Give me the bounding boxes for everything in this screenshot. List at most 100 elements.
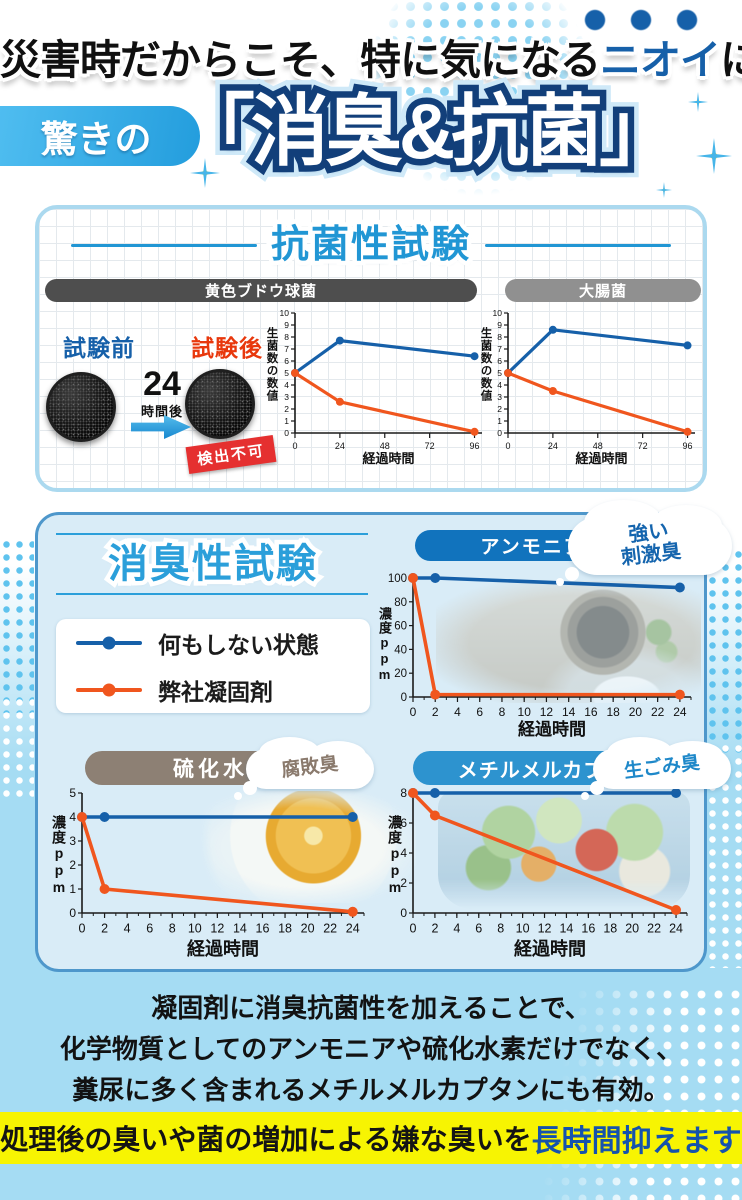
svg-text:経過時間: 経過時間 <box>362 451 414 466</box>
svg-text:5: 5 <box>497 368 502 378</box>
svg-text:経過時間: 経過時間 <box>518 719 586 739</box>
svg-text:10: 10 <box>493 308 503 318</box>
summary-line-1: 凝固剤に消臭抗菌性を加えることで、 <box>151 993 591 1023</box>
svg-text:7: 7 <box>284 344 289 354</box>
headline-part-2: にも <box>720 37 742 83</box>
svg-text:3: 3 <box>497 392 502 402</box>
svg-text:6: 6 <box>476 705 483 719</box>
title-rule-right <box>485 243 672 247</box>
staph-label-pill: 黄色ブドウ球菌 <box>45 279 477 302</box>
svg-text:2: 2 <box>432 705 439 719</box>
svg-text:24: 24 <box>346 922 360 936</box>
svg-text:20: 20 <box>629 705 643 719</box>
antibacterial-test-card: 抗菌性試験 抗菌性試験 黄色ブドウ球菌 大腸菌 試験前 試験後 24 時間後 検出… <box>35 205 707 492</box>
svg-text:20: 20 <box>625 922 639 936</box>
deodorizing-title-rule-top <box>56 533 368 535</box>
antibacterial-title-row: 抗菌性試験 抗菌性試験 <box>71 220 672 271</box>
antibacterial-title-outline: 抗菌性試験 <box>266 220 473 271</box>
staph-label: 黄色ブドウ球菌 <box>204 283 317 300</box>
svg-text:2: 2 <box>431 922 438 936</box>
sulfide-odor-cloud: 腐敗臭 <box>234 737 376 800</box>
svg-text:4: 4 <box>284 380 289 390</box>
svg-text:0: 0 <box>505 441 510 451</box>
svg-text:24: 24 <box>548 441 558 451</box>
title-rule-left <box>71 243 257 247</box>
svg-text:2: 2 <box>497 404 502 414</box>
legend-row-untreated: 何もしない状態 <box>76 626 350 660</box>
svg-text:6: 6 <box>146 922 153 936</box>
svg-text:4: 4 <box>69 810 76 824</box>
svg-text:18: 18 <box>606 705 620 719</box>
svg-text:10: 10 <box>518 705 532 719</box>
svg-text:5: 5 <box>284 368 289 378</box>
svg-text:60: 60 <box>394 621 407 633</box>
svg-text:20: 20 <box>394 668 407 680</box>
svg-text:14: 14 <box>559 922 573 936</box>
svg-text:6: 6 <box>284 356 289 366</box>
svg-text:12: 12 <box>210 922 224 936</box>
ecoli-chart: 0 1 2 3 4 5 6 7 8 9 10 0 24 48 72 96 経過時間 <box>493 308 695 466</box>
elapsed-hours: 24 <box>143 365 181 403</box>
svg-text:4: 4 <box>454 705 461 719</box>
svg-text:2: 2 <box>284 404 289 414</box>
svg-text:5: 5 <box>69 786 76 800</box>
svg-text:4: 4 <box>453 922 460 936</box>
halftone-left-white-dots <box>0 696 34 800</box>
bottom-banner-text: 処理後の臭いや菌の増加による嫌な臭いを <box>0 1124 532 1155</box>
legend-swatch-orange <box>76 687 142 692</box>
svg-text:24: 24 <box>673 705 687 719</box>
sulfide-odor-label: 腐敗臭 <box>280 753 340 782</box>
antibacterial-title: 抗菌性試験 抗菌性試験 <box>266 220 473 271</box>
elapsed-suffix: 時間後 <box>140 404 183 419</box>
chart-legend: 何もしない状態 弊社凝固剤 <box>56 619 370 713</box>
svg-text:9: 9 <box>497 320 502 330</box>
svg-text:経過時間: 経過時間 <box>575 451 627 466</box>
sparkle-icon <box>190 158 220 188</box>
svg-text:0: 0 <box>400 906 407 920</box>
svg-text:4: 4 <box>124 922 131 936</box>
summary-line-3: 糞尿に多く含まれるメチルメルカプタンにも有効。 <box>72 1075 670 1105</box>
svg-text:0: 0 <box>410 705 417 719</box>
svg-text:0: 0 <box>410 922 417 936</box>
deodorizing-title-rule-bottom <box>56 593 368 595</box>
deodorizing-test-card: 消臭性試験 消臭性試験 何もしない状態 弊社凝固剤 アンモニア 強い 刺激臭 濃度… <box>35 499 732 972</box>
bottom-banner-highlight: 長時間抑えます <box>531 1125 742 1158</box>
staph-chart-ylabel: 生菌数の数値 <box>265 327 278 402</box>
ammonia-pill-label: アンモニア <box>480 537 585 558</box>
svg-text:96: 96 <box>683 441 693 451</box>
svg-text:3: 3 <box>284 392 289 402</box>
svg-text:経過時間: 経過時間 <box>187 938 259 959</box>
svg-text:14: 14 <box>233 922 247 936</box>
svg-text:8: 8 <box>497 332 502 342</box>
elapsed-time: 24 時間後 <box>133 367 191 420</box>
before-test-label: 試験前 <box>63 335 135 361</box>
headline-part-1: 災害時だからこそ、特に気になる <box>0 37 601 83</box>
svg-text:3: 3 <box>69 834 76 848</box>
svg-text:1: 1 <box>69 882 76 896</box>
svg-text:0: 0 <box>79 922 86 936</box>
ammonia-chart-ylabel: 濃度ppm <box>377 607 392 683</box>
svg-text:40: 40 <box>394 644 407 656</box>
svg-text:48: 48 <box>380 441 390 451</box>
summary-line-2: 化学物質としてのアンモニアや硫化水素だけでなく、 <box>59 1034 683 1064</box>
svg-text:10: 10 <box>188 922 202 936</box>
svg-text:2: 2 <box>101 922 108 936</box>
main-title: 「消臭&抗菌」 「消臭&抗菌」 「消臭&抗菌」 <box>140 76 710 186</box>
svg-text:16: 16 <box>581 922 595 936</box>
svg-text:7: 7 <box>497 344 502 354</box>
svg-text:72: 72 <box>425 441 435 451</box>
petri-dish-before-photo <box>46 372 116 442</box>
svg-text:14: 14 <box>562 705 576 719</box>
svg-text:4: 4 <box>497 380 502 390</box>
after-test-label: 試験後 <box>191 335 263 361</box>
legend-row-coagulant: 弊社凝固剤 <box>76 673 350 707</box>
svg-text:24: 24 <box>335 441 345 451</box>
svg-text:18: 18 <box>603 922 617 936</box>
sparkle-icon <box>696 138 732 174</box>
deodorizing-title-outline: 消臭性試験 <box>104 538 321 591</box>
sparkle-icon <box>688 92 708 112</box>
svg-text:0: 0 <box>497 428 502 438</box>
main-title-text: 「消臭&抗菌」 <box>176 87 677 175</box>
methyl-odor-cloud: 生ごみ臭 <box>581 737 733 800</box>
